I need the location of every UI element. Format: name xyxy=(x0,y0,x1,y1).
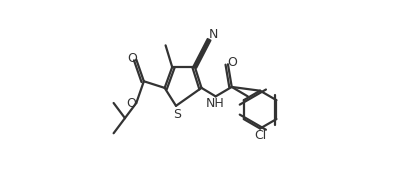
Text: N: N xyxy=(208,29,218,41)
Text: O: O xyxy=(228,56,238,69)
Text: O: O xyxy=(127,98,137,110)
Text: O: O xyxy=(127,52,137,65)
Text: S: S xyxy=(173,108,181,121)
Text: NH: NH xyxy=(206,98,224,110)
Text: Cl: Cl xyxy=(254,129,266,142)
